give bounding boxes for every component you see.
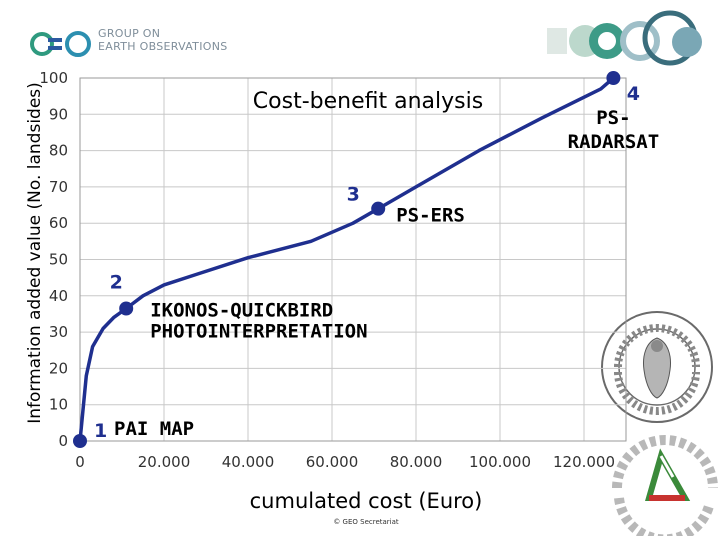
y-tick-labels: 0 10 20 30 40 50 60 70 80 90 100 (39, 69, 68, 450)
y-tick-label: 30 (49, 323, 68, 341)
corner-circles-icon (547, 10, 702, 66)
org-name-line2: EARTH OBSERVATIONS (98, 40, 228, 53)
y-tick-label: 10 (49, 396, 68, 414)
y-tick-label: 90 (49, 105, 68, 123)
chart-title: Cost-benefit analysis (253, 89, 483, 114)
y-tick-label: 100 (39, 69, 68, 87)
data-point-2 (119, 301, 134, 316)
y-tick-label: 40 (49, 287, 68, 305)
x-axis-label: cumulated cost (Euro) (250, 489, 483, 513)
x-tick-label: 80.000 (390, 453, 443, 471)
series-line (78, 76, 616, 443)
org-name: GROUP ON EARTH OBSERVATIONS (98, 27, 228, 53)
x-tick-labels: 0 20.000 40.000 60.000 80.000 100.000 120.000 (75, 453, 615, 471)
data-point-1 (73, 434, 87, 448)
y-tick-label: 60 (49, 214, 68, 232)
x-tick-label: 20.000 (138, 453, 191, 471)
y-tick-label: 50 (49, 251, 68, 269)
data-point-label: PS-RADARSAT (568, 107, 660, 153)
y-axis-label: Information added value (No. landsides) (25, 82, 45, 424)
data-point-label: PS-ERS (396, 205, 465, 227)
x-tick-label: 120.000 (553, 453, 615, 471)
data-point-label: IKONOS-QUICKBIRD PHOTOINTERPRETATION (150, 300, 367, 343)
y-tick-label: 70 (49, 178, 68, 196)
y-tick-label: 20 (49, 359, 68, 377)
series (78, 76, 616, 443)
copyright-text: © GEO Secretariat (333, 518, 399, 526)
data-point-number: 2 (110, 272, 123, 294)
data-point-3 (371, 201, 386, 216)
grid (79, 77, 626, 442)
x-tick-label: 0 (75, 453, 85, 471)
data-point-number: 4 (627, 83, 640, 105)
data-points: 1 PAI MAP 2 IKONOS-QUICKBIRD PHOTOINTERPRETA… (73, 71, 659, 448)
geo-logo-icon (30, 31, 91, 57)
data-point-label: PAI MAP (114, 418, 194, 440)
university-seal-icon (601, 311, 713, 423)
x-tick-label: 40.000 (222, 453, 275, 471)
org-name-line1: GROUP ON (98, 27, 161, 40)
data-point-4 (606, 71, 621, 85)
civil-protection-icon (612, 435, 718, 536)
x-tick-label: 100.000 (469, 453, 531, 471)
y-tick-label: 80 (49, 142, 68, 160)
plot-frame (79, 77, 627, 442)
x-tick-label: 60.000 (306, 453, 359, 471)
data-point-number: 1 (94, 420, 107, 442)
y-tick-label: 0 (58, 432, 68, 450)
axes (79, 77, 627, 442)
data-point-number: 3 (347, 184, 360, 206)
